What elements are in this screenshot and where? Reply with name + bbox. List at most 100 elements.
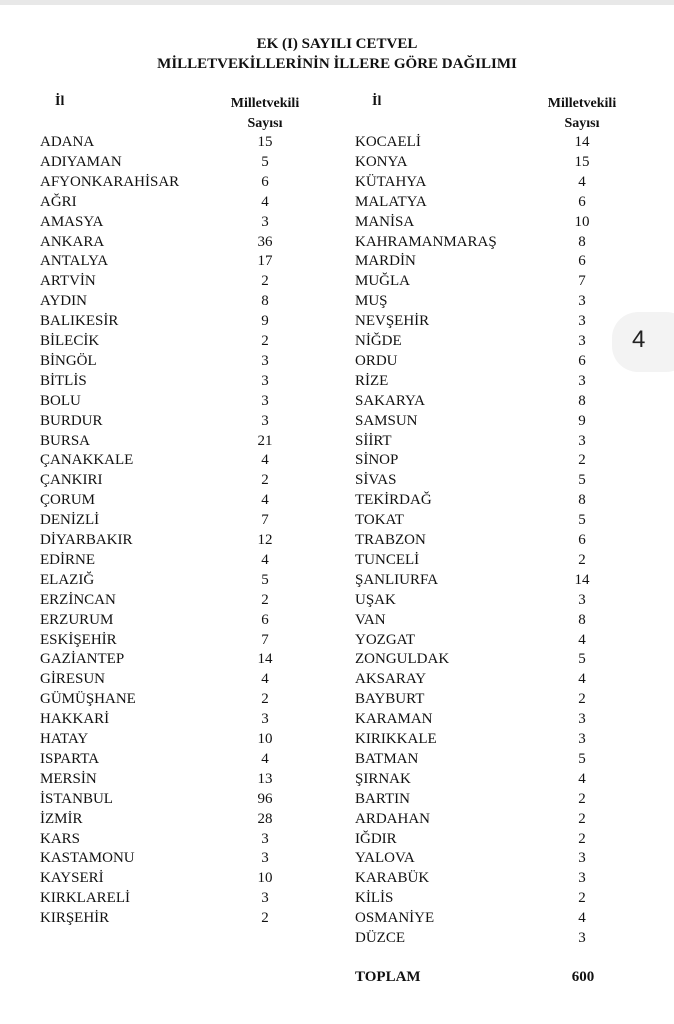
deputy-count: 2: [578, 810, 586, 827]
province-name: BOLU: [40, 392, 81, 409]
deputy-count: 17: [257, 253, 273, 270]
province-name: İZMİR: [40, 810, 83, 827]
province-name: SİNOP: [355, 452, 399, 469]
deputy-count: 7: [261, 512, 269, 529]
province-name: KARAMAN: [355, 711, 433, 728]
deputy-count: 15: [574, 153, 590, 170]
province-name: GİRESUN: [40, 671, 106, 688]
province-name: AĞRI: [40, 193, 77, 210]
deputy-count: 9: [261, 313, 269, 330]
province-name: BATMAN: [355, 750, 419, 767]
province-name: ARDAHAN: [355, 810, 430, 827]
deputy-count: 5: [578, 651, 586, 668]
province-name: KAYSERİ: [40, 870, 104, 887]
deputy-count: 6: [578, 253, 586, 270]
province-name: EDİRNE: [40, 551, 95, 568]
deputy-count: 2: [578, 691, 586, 708]
deputy-count: 2: [261, 273, 269, 290]
province-name: NEVŞEHİR: [355, 313, 430, 330]
deputy-count: 3: [578, 930, 586, 946]
province-name: GAZİANTEP: [40, 651, 125, 668]
province-name: BALIKESİR: [40, 313, 119, 330]
province-name: SİİRT: [355, 432, 392, 449]
deputy-count: 3: [261, 372, 269, 389]
province-name: AKSARAY: [355, 671, 427, 688]
province-name: ÇANAKKALE: [40, 452, 134, 469]
deputy-count: 3: [578, 432, 586, 449]
deputy-count: 15: [257, 134, 273, 150]
province-name: AYDIN: [40, 293, 87, 310]
total-label: TOPLAM: [355, 969, 421, 985]
province-name: AFYONKARAHİSAR: [40, 173, 180, 190]
deputy-count: 14: [257, 651, 273, 668]
header-province-left: İl: [55, 94, 65, 109]
deputy-count: 14: [574, 134, 590, 150]
province-name: KÜTAHYA: [355, 173, 427, 190]
province-name: BAYBURT: [355, 691, 425, 708]
province-name: KARABÜK: [355, 870, 430, 887]
header-count-left-2: Sayısı: [247, 116, 283, 131]
province-name: DÜZCE: [355, 930, 405, 946]
deputy-count: 2: [578, 452, 586, 469]
deputy-count: 10: [257, 870, 273, 887]
deputy-count: 2: [261, 910, 269, 927]
document-subtitle: MİLLETVEKİLLERİNİN İLLERE GÖRE DAĞILIMI: [157, 56, 517, 72]
deputy-count: 4: [261, 452, 269, 469]
deputy-count: 4: [578, 770, 586, 787]
deputy-count: 3: [261, 412, 269, 429]
province-name: MANİSA: [355, 213, 415, 230]
deputy-count: 28: [257, 810, 273, 827]
deputy-count: 4: [261, 193, 269, 210]
deputy-count: 3: [261, 352, 269, 369]
province-name: HATAY: [40, 731, 89, 747]
province-name: MUĞLA: [355, 273, 410, 290]
province-name: YOZGAT: [355, 631, 415, 648]
province-name: KAHRAMANMARAŞ: [355, 233, 497, 250]
deputy-count: 4: [261, 492, 269, 509]
province-name: BİLECİK: [40, 333, 100, 349]
deputy-count: 5: [578, 472, 586, 489]
province-name: TRABZON: [355, 532, 426, 548]
province-name: TOKAT: [355, 512, 404, 529]
province-name: ADIYAMAN: [40, 153, 122, 170]
deputy-count: 3: [578, 850, 586, 867]
document-title: EK (I) SAYILI CETVEL: [256, 36, 418, 52]
province-name: ISPARTA: [40, 750, 100, 767]
province-name: DENİZLİ: [40, 512, 100, 529]
province-name: AMASYA: [40, 213, 104, 230]
province-name: BARTIN: [355, 790, 410, 807]
deputy-count: 3: [578, 313, 586, 330]
deputy-count: 3: [578, 591, 586, 608]
deputy-count: 2: [578, 890, 586, 907]
deputy-count: 14: [574, 571, 590, 588]
province-name: RİZE: [355, 372, 389, 389]
province-name: MARDİN: [355, 253, 416, 270]
province-name: ESKİŞEHİR: [40, 631, 117, 648]
deputy-count: 21: [257, 432, 273, 449]
deputy-count: 2: [261, 591, 269, 608]
deputy-count: 2: [578, 830, 586, 847]
deputy-count: 8: [578, 492, 586, 509]
province-name: SAMSUN: [355, 412, 418, 429]
deputy-count: 13: [257, 770, 273, 787]
deputy-count: 2: [578, 790, 586, 807]
province-name: KIRŞEHİR: [40, 910, 110, 927]
province-name: İSTANBUL: [40, 790, 113, 807]
province-name: YALOVA: [355, 850, 415, 867]
deputy-count: 5: [261, 153, 269, 170]
province-name: KIRIKKALE: [355, 731, 437, 747]
page-number: 4: [632, 326, 646, 353]
deputy-count: 3: [261, 392, 269, 409]
deputy-count: 3: [261, 711, 269, 728]
deputy-count: 3: [578, 870, 586, 887]
page-indicator: 4: [612, 312, 674, 372]
deputy-count: 6: [578, 193, 586, 210]
deputy-count: 2: [261, 333, 269, 349]
province-name: NİĞDE: [355, 333, 402, 349]
province-name: KIRKLARELİ: [40, 890, 130, 907]
header-count-right-1: Milletvekili: [547, 96, 617, 111]
deputy-count: 4: [261, 671, 269, 688]
province-name: ŞIRNAK: [355, 770, 411, 787]
province-name: ÇORUM: [40, 492, 96, 509]
province-name: BİNGÖL: [40, 352, 97, 369]
